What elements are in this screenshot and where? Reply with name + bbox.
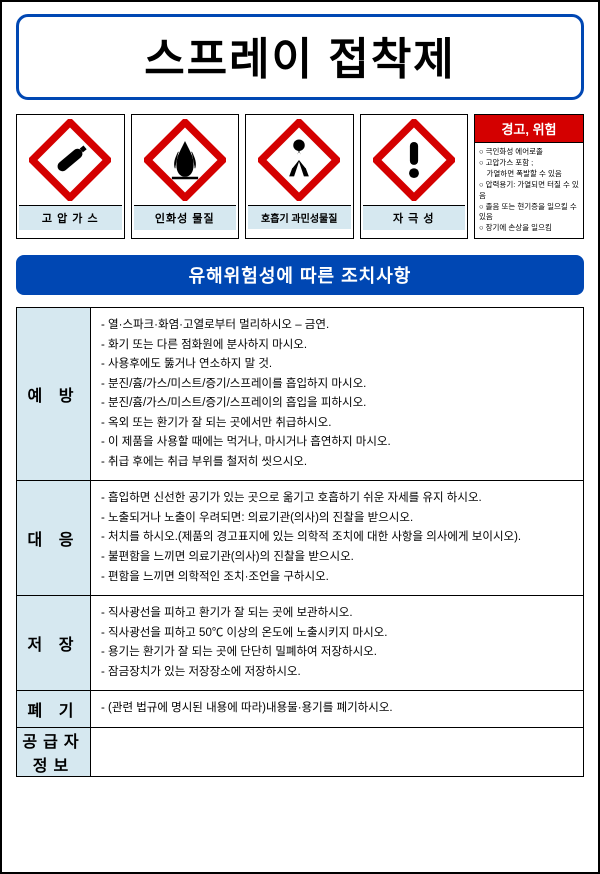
action-item: 편함을 느끼면 의학적인 조치·조언을 구하시오.: [101, 568, 573, 588]
row-head-response: 대 응: [17, 481, 91, 596]
action-item: 처치를 하시오.(제품의 경고표지에 있는 의학적 조치에 대한 사항을 의사에…: [101, 528, 573, 548]
warning-item: ○ 압력용기: 가열되면 터질 수 있음: [479, 180, 579, 200]
action-item: 열·스파크·화염·고열로부터 멀리하시오 – 금연.: [101, 316, 573, 336]
row-head-storage: 저 장: [17, 596, 91, 691]
action-item: 이 제품을 사용할 때에는 먹거나, 마시거나 흡연하지 마시오.: [101, 433, 573, 453]
hazard-card-gas: 고 압 가 스: [16, 114, 125, 239]
table-row: 대 응 흡입하면 신선한 공기가 있는 곳으로 옮기고 호흡하기 쉬운 자세를 …: [17, 481, 584, 596]
action-item: 분진/흄/가스/미스트/증기/스프레이의 흡입을 피하시오.: [101, 394, 573, 414]
action-item: 옥외 또는 환기가 잘 되는 곳에서만 취급하시오.: [101, 414, 573, 434]
row-body-disposal: (관련 법규에 명시된 내용에 따라)내용물·용기를 폐기하시오.: [91, 691, 584, 728]
action-item: 노출되거나 노출이 우려되면: 의료기관(의사)의 진찰을 받으시오.: [101, 509, 573, 529]
row-head-supplier: 공급자 정보: [17, 727, 91, 776]
hazard-label: 고 압 가 스: [19, 205, 122, 230]
row-body-prevention: 열·스파크·화염·고열로부터 멀리하시오 – 금연. 화기 또는 다른 점화원에…: [91, 308, 584, 481]
exclamation-icon: [373, 119, 455, 201]
hazard-card-health: 호흡기 과민성물질: [245, 114, 354, 239]
warning-body: ○ 극인화성 에어로졸 ○ 고압가스 포함 ; 가열하면 폭발할 수 있음 ○ …: [475, 143, 583, 238]
hazard-label: 호흡기 과민성물질: [248, 205, 351, 229]
hazard-row: 고 압 가 스 인화성 물질 호흡기 과민성물질: [16, 114, 584, 239]
hazard-label: 자 극 성: [363, 205, 466, 230]
action-item: 잠금장치가 있는 저장장소에 저장하시오.: [101, 663, 573, 683]
action-item: (관련 법규에 명시된 내용에 따라)내용물·용기를 폐기하시오.: [101, 699, 573, 719]
action-item: 불편함을 느끼면 의료기관(의사)의 진찰을 받으시오.: [101, 548, 573, 568]
title-container: 스프레이 접착제: [16, 14, 584, 100]
hazard-card-exclaim: 자 극 성: [360, 114, 469, 239]
health-hazard-icon: [258, 119, 340, 201]
table-row: 폐 기 (관련 법규에 명시된 내용에 따라)내용물·용기를 폐기하시오.: [17, 691, 584, 728]
warning-item: ○ 졸음 또는 현기증을 일으킬 수 있음: [479, 202, 579, 222]
row-body-storage: 직사광선을 피하고 환기가 잘 되는 곳에 보관하시오. 직사광선을 피하고 5…: [91, 596, 584, 691]
actions-table: 예 방 열·스파크·화염·고열로부터 멀리하시오 – 금연. 화기 또는 다른 …: [16, 307, 584, 777]
warning-head: 경고, 위험: [475, 115, 583, 143]
action-item: 취급 후에는 취급 부위를 철저히 씻으시오.: [101, 453, 573, 473]
row-head-disposal: 폐 기: [17, 691, 91, 728]
row-body-response: 흡입하면 신선한 공기가 있는 곳으로 옮기고 호흡하기 쉬운 자세를 유지 하…: [91, 481, 584, 596]
row-body-supplier: [91, 727, 584, 776]
hazard-card-flame: 인화성 물질: [131, 114, 240, 239]
hazard-label: 인화성 물질: [134, 205, 237, 230]
warning-item: ○ 극인화성 에어로졸: [479, 147, 579, 157]
flame-icon: [144, 119, 226, 201]
table-row: 공급자 정보: [17, 727, 584, 776]
action-item: 사용후에도 뚫거나 연소하지 말 것.: [101, 355, 573, 375]
table-row: 예 방 열·스파크·화염·고열로부터 멀리하시오 – 금연. 화기 또는 다른 …: [17, 308, 584, 481]
action-item: 직사광선을 피하고 환기가 잘 되는 곳에 보관하시오.: [101, 604, 573, 624]
table-row: 저 장 직사광선을 피하고 환기가 잘 되는 곳에 보관하시오. 직사광선을 피…: [17, 596, 584, 691]
warning-box: 경고, 위험 ○ 극인화성 에어로졸 ○ 고압가스 포함 ; 가열하면 폭발할 …: [474, 114, 584, 239]
action-item: 화기 또는 다른 점화원에 분사하지 마시오.: [101, 336, 573, 356]
gas-cylinder-icon: [29, 119, 111, 201]
section-banner: 유해위험성에 따른 조치사항: [16, 255, 584, 295]
warning-item: 가열하면 폭발할 수 있음: [479, 169, 579, 179]
action-item: 분진/흄/가스/미스트/증기/스프레이를 흡입하지 마시오.: [101, 375, 573, 395]
warning-item: ○ 장기에 손상을 일으킴: [479, 223, 579, 233]
row-head-prevention: 예 방: [17, 308, 91, 481]
action-item: 흡입하면 신선한 공기가 있는 곳으로 옮기고 호흡하기 쉬운 자세를 유지 하…: [101, 489, 573, 509]
action-item: 직사광선을 피하고 50℃ 이상의 온도에 노출시키지 마시오.: [101, 624, 573, 644]
main-title: 스프레이 접착제: [19, 23, 581, 87]
action-item: 용기는 환기가 잘 되는 곳에 단단히 밀폐하여 저장하시오.: [101, 643, 573, 663]
warning-item: ○ 고압가스 포함 ;: [479, 158, 579, 168]
